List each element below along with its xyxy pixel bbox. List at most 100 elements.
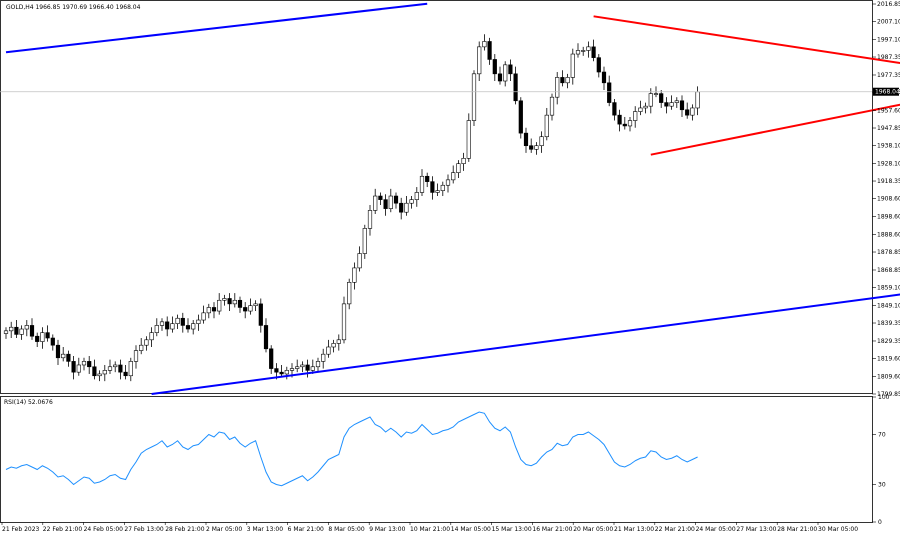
candle-body [61, 353, 66, 359]
candle-body [586, 46, 591, 51]
channel-upper-line[interactable] [5, 2, 428, 54]
candle [456, 160, 461, 179]
candle [35, 332, 40, 348]
candle-body [367, 210, 373, 229]
candle-body [295, 366, 300, 369]
candle-body [253, 303, 258, 306]
candle-body [518, 100, 523, 134]
candle [679, 95, 685, 117]
candle-body [279, 371, 284, 375]
candle [513, 66, 518, 105]
time-tick-label: 10 Mar 21:00 [410, 526, 450, 533]
candle [409, 196, 414, 209]
candle-body [269, 348, 274, 369]
time-tick-label: 30 Mar 05:00 [818, 526, 858, 533]
candle [19, 325, 24, 340]
candle-body [648, 93, 653, 107]
candle [659, 89, 664, 108]
price-tick-label: 1888.60 [877, 231, 900, 238]
candle-body [139, 344, 144, 351]
triangle-upper-line[interactable] [593, 15, 900, 70]
channel-lower-line[interactable] [151, 271, 900, 395]
time-tick-label: 15 Mar 13:00 [492, 526, 532, 533]
candle-body [523, 132, 529, 147]
candle [549, 93, 555, 121]
price-tick-label: 1938.10 [877, 143, 900, 150]
candle-body [196, 319, 201, 324]
candle [45, 325, 50, 342]
candle-body [66, 353, 71, 362]
candle-body [237, 299, 243, 308]
candle-body [76, 364, 81, 373]
rsi-line [5, 411, 698, 487]
rsi-layer [5, 411, 698, 487]
rsi-tick-label: 70 [878, 432, 886, 439]
candle-body [232, 299, 237, 305]
candle [154, 318, 159, 337]
candle [300, 361, 305, 373]
candle-body [92, 366, 97, 377]
time-tick-label: 3 Mar 13:00 [247, 526, 283, 533]
candle-body [118, 364, 123, 373]
rsi-header: RSI(14) 52.0676 [4, 399, 53, 406]
candle [581, 46, 586, 56]
candle [565, 73, 570, 89]
candle [622, 116, 627, 130]
current-price-label: 1968.04 [875, 89, 900, 96]
candle [258, 298, 263, 333]
time-tick-label: 9 Mar 13:00 [369, 526, 405, 533]
candle [362, 224, 367, 259]
candle [107, 359, 113, 374]
candle [61, 347, 66, 362]
candle [201, 305, 206, 324]
candle-body [222, 298, 227, 301]
candle [315, 357, 321, 373]
candle-body [154, 325, 159, 333]
price-tick-label: 1977.35 [877, 72, 900, 79]
rsi-tick-label: 100 [878, 394, 890, 401]
candle [66, 350, 71, 367]
candle [674, 97, 679, 108]
candle-body [341, 303, 347, 341]
candle [529, 138, 534, 153]
candle-body [653, 93, 659, 95]
rsi-frame [0, 396, 873, 523]
candle-body [9, 326, 14, 332]
candle-body [40, 332, 45, 342]
candle-body [123, 371, 128, 377]
triangle-lower-line[interactable] [650, 103, 900, 156]
candle [87, 355, 92, 374]
candle [128, 357, 133, 382]
time-tick-label: 27 Mar 13:00 [736, 526, 776, 533]
candle [482, 34, 487, 51]
candle-body [258, 303, 263, 326]
candle-body [513, 73, 518, 102]
candle-body [149, 332, 154, 341]
candle [222, 294, 227, 306]
candle [575, 43, 581, 58]
candle [544, 107, 549, 141]
candle [81, 357, 87, 371]
candle-body [581, 50, 586, 52]
candle-body [274, 368, 279, 373]
candle [555, 72, 560, 105]
candle [347, 278, 352, 310]
rsi-axis: 100 70 30 0 [872, 394, 890, 526]
price-tick-label: 1799.85 [877, 391, 900, 398]
candle [633, 106, 638, 128]
candle-body [622, 123, 627, 127]
candle-body [50, 337, 55, 346]
candle-body [482, 41, 487, 48]
price-tick-label: 2007.10 [877, 19, 900, 26]
candle-body [326, 346, 331, 355]
candle-body [461, 157, 466, 164]
candle [149, 327, 154, 348]
price-tick-label: 1957.60 [877, 107, 900, 114]
candle [269, 345, 274, 374]
candle [373, 188, 378, 215]
candle [97, 370, 102, 382]
candle [607, 75, 612, 107]
candle-body [612, 102, 617, 116]
candle-body [477, 46, 482, 75]
